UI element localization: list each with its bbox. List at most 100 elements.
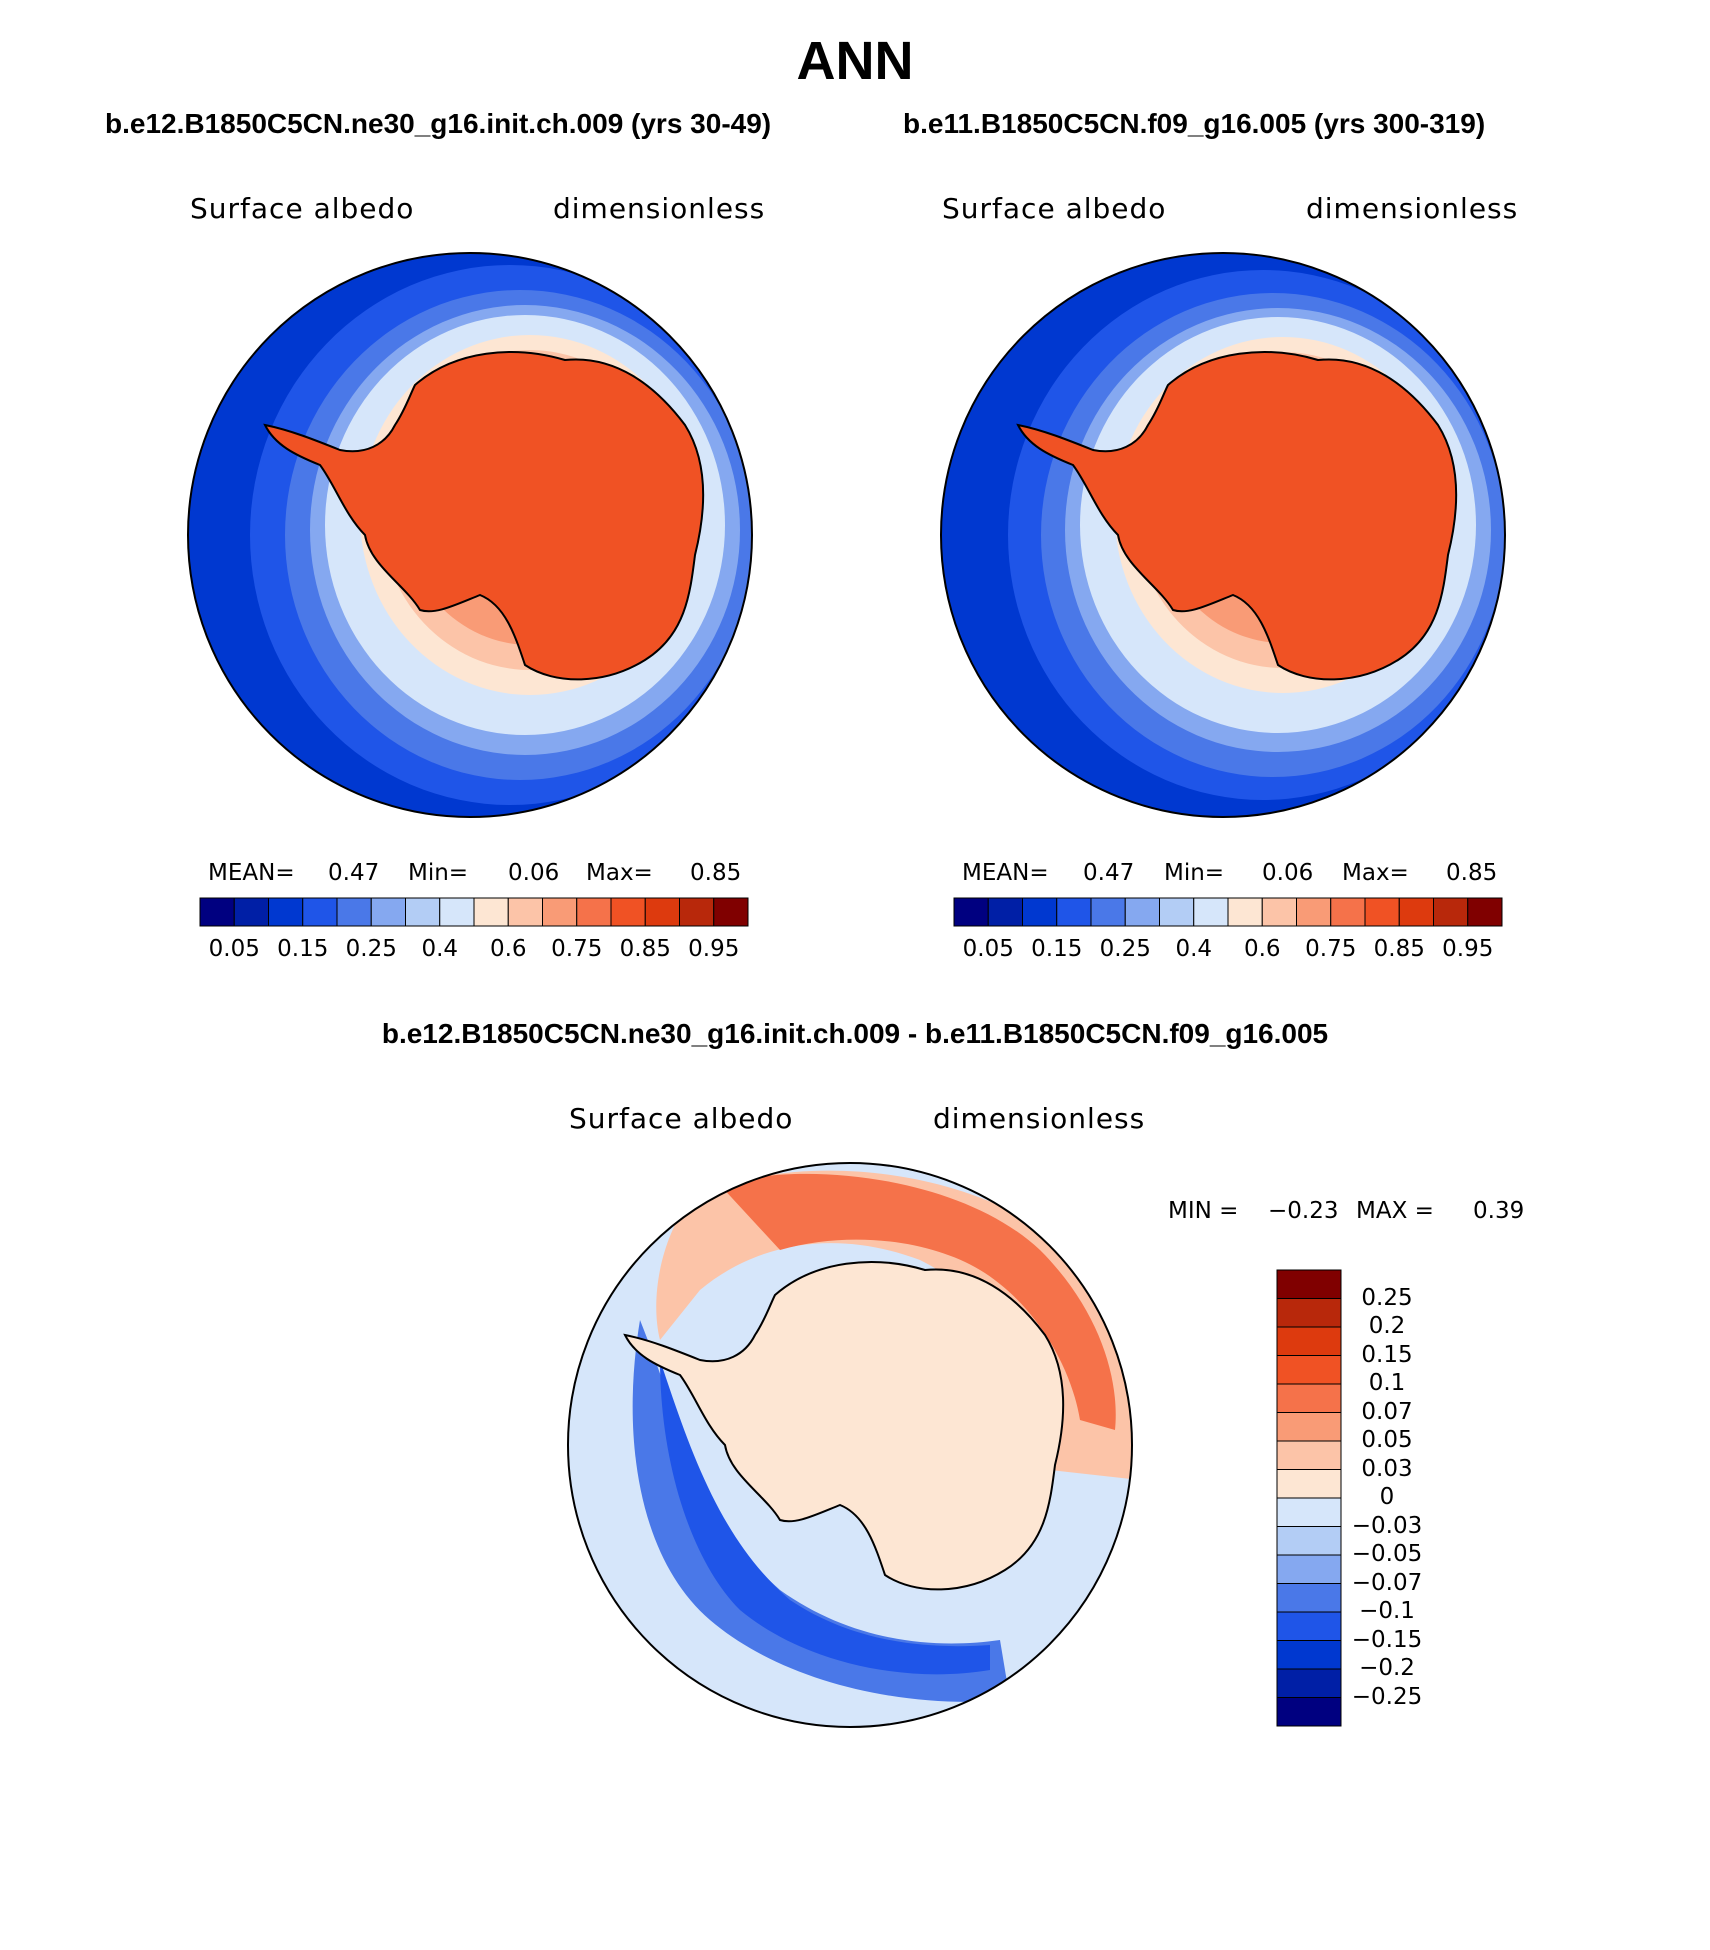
right-colorbar-swatch-2 xyxy=(1022,897,1058,927)
right-albedo-map xyxy=(940,252,1506,818)
difference-colorbar-swatch-12 xyxy=(1276,1611,1342,1641)
difference-colorbar-label-4: 0.07 xyxy=(1361,1398,1413,1425)
left-colorbar-label-2: 0.25 xyxy=(345,936,397,962)
difference-colorbar-label-5: 0.05 xyxy=(1361,1427,1413,1453)
right-colorbar-swatch-11 xyxy=(1330,897,1366,927)
right-colorbar-label-5: 0.75 xyxy=(1305,936,1357,962)
left-colorbar-label-7: 0.95 xyxy=(688,936,740,962)
left-colorbar-swatch-13 xyxy=(644,897,680,927)
right-colorbar-swatch-3 xyxy=(1056,897,1092,927)
right-colorbar-label-0: 0.05 xyxy=(962,936,1014,962)
left-colorbar-swatch-1 xyxy=(233,897,269,927)
right-panel-case-title: b.e11.B1850C5CN.f09_g16.005 (yrs 300-319… xyxy=(903,108,1486,139)
difference-colorbar-label-11: −0.1 xyxy=(1359,1598,1415,1624)
difference-colorbar-swatch-5 xyxy=(1276,1412,1342,1442)
right-colorbar-swatch-9 xyxy=(1261,897,1297,927)
left-min-label: Min= xyxy=(408,860,469,886)
difference-colorbar-label-12: −0.15 xyxy=(1351,1626,1423,1653)
difference-colorbar-swatch-0 xyxy=(1276,1269,1342,1299)
left-colorbar-swatch-5 xyxy=(370,897,406,927)
right-colorbar xyxy=(953,897,1503,927)
difference-colorbar-label-2: 0.15 xyxy=(1361,1341,1413,1368)
right-panel-variable: Surface albedo xyxy=(942,192,1167,225)
right-colorbar-label-2: 0.25 xyxy=(1099,936,1151,962)
right-colorbar-label-6: 0.85 xyxy=(1373,936,1425,962)
difference-colorbar-swatch-13 xyxy=(1276,1640,1342,1670)
right-min-label: Min= xyxy=(1164,860,1225,886)
difference-colorbar-label-10: −0.07 xyxy=(1351,1569,1423,1596)
left-colorbar-label-5: 0.75 xyxy=(551,936,603,962)
right-colorbar-label-7: 0.95 xyxy=(1442,936,1494,962)
difference-variable: Surface albedo xyxy=(569,1102,794,1135)
left-colorbar-swatch-6 xyxy=(405,897,441,927)
difference-units: dimensionless xyxy=(933,1102,1146,1135)
right-colorbar-swatch-14 xyxy=(1433,897,1469,927)
left-max-value: 0.85 xyxy=(690,860,742,886)
right-colorbar-swatch-15 xyxy=(1467,897,1503,927)
right-colorbar-swatch-8 xyxy=(1227,897,1263,927)
difference-colorbar-swatch-14 xyxy=(1276,1668,1342,1698)
right-colorbar-swatch-12 xyxy=(1364,897,1400,927)
right-mean-label: MEAN= xyxy=(962,860,1049,886)
left-colorbar-label-3: 0.4 xyxy=(421,936,459,962)
right-colorbar-swatch-1 xyxy=(987,897,1023,927)
right-colorbar-swatch-13 xyxy=(1398,897,1434,927)
left-colorbar-swatch-10 xyxy=(542,897,578,927)
difference-colorbar-swatch-4 xyxy=(1276,1383,1342,1413)
right-colorbar-swatch-0 xyxy=(953,897,989,927)
difference-colorbar-label-3: 0.1 xyxy=(1368,1370,1406,1396)
left-colorbar-swatch-15 xyxy=(713,897,749,927)
left-panel-units: dimensionless xyxy=(553,192,766,225)
left-colorbar-label-4: 0.6 xyxy=(489,936,527,962)
left-albedo-map xyxy=(187,252,753,818)
left-mean-label: MEAN= xyxy=(208,860,295,886)
difference-max-value: 0.39 xyxy=(1473,1198,1525,1224)
difference-albedo-map xyxy=(567,1162,1133,1728)
left-colorbar-swatch-9 xyxy=(507,897,543,927)
left-colorbar xyxy=(199,897,749,927)
right-max-label: Max= xyxy=(1342,860,1409,886)
difference-colorbar-label-13: −0.2 xyxy=(1359,1655,1415,1681)
left-colorbar-swatch-14 xyxy=(679,897,715,927)
left-colorbar-swatch-12 xyxy=(610,897,646,927)
difference-colorbar-label-6: 0.03 xyxy=(1361,1455,1413,1482)
left-colorbar-label-1: 0.15 xyxy=(277,936,329,962)
difference-max-label: MAX = xyxy=(1356,1198,1434,1224)
difference-colorbar-label-1: 0.2 xyxy=(1368,1313,1406,1339)
difference-colorbar-swatch-1 xyxy=(1276,1298,1342,1328)
difference-colorbar-swatch-10 xyxy=(1276,1554,1342,1584)
figure-title: ANN xyxy=(796,31,914,91)
difference-colorbar-label-7: 0 xyxy=(1379,1484,1395,1510)
difference-colorbar-swatch-9 xyxy=(1276,1526,1342,1556)
left-max-label: Max= xyxy=(586,860,653,886)
difference-colorbar-label-0: 0.25 xyxy=(1361,1284,1413,1311)
difference-colorbar-label-14: −0.25 xyxy=(1351,1683,1423,1710)
difference-min-label: MIN = xyxy=(1168,1198,1239,1224)
right-mean-value: 0.47 xyxy=(1083,860,1135,886)
difference-colorbar-swatch-2 xyxy=(1276,1326,1342,1356)
right-colorbar-swatch-5 xyxy=(1124,897,1160,927)
right-min-value: 0.06 xyxy=(1262,860,1314,886)
difference-colorbar-swatch-3 xyxy=(1276,1355,1342,1385)
right-colorbar-label-1: 0.15 xyxy=(1031,936,1083,962)
difference-colorbar-swatch-8 xyxy=(1276,1497,1342,1527)
left-colorbar-swatch-4 xyxy=(336,897,372,927)
right-colorbar-swatch-10 xyxy=(1296,897,1332,927)
difference-colorbar-label-8: −0.03 xyxy=(1351,1512,1423,1539)
left-panel-case-title: b.e12.B1850C5CN.ne30_g16.init.ch.009 (yr… xyxy=(105,108,772,139)
difference-colorbar-swatch-15 xyxy=(1276,1697,1342,1727)
left-colorbar-swatch-0 xyxy=(199,897,235,927)
right-panel-units: dimensionless xyxy=(1306,192,1519,225)
left-colorbar-label-6: 0.85 xyxy=(619,936,671,962)
right-colorbar-swatch-4 xyxy=(1090,897,1126,927)
right-colorbar-label-4: 0.6 xyxy=(1243,936,1281,962)
difference-colorbar-label-9: −0.05 xyxy=(1351,1541,1423,1567)
left-colorbar-swatch-11 xyxy=(576,897,612,927)
right-colorbar-swatch-6 xyxy=(1159,897,1195,927)
right-max-value: 0.85 xyxy=(1446,860,1498,886)
right-colorbar-swatch-7 xyxy=(1193,897,1229,927)
left-colorbar-swatch-2 xyxy=(268,897,304,927)
left-colorbar-swatch-7 xyxy=(439,897,475,927)
difference-colorbar xyxy=(1276,1269,1342,1727)
left-panel-variable: Surface albedo xyxy=(190,192,415,225)
